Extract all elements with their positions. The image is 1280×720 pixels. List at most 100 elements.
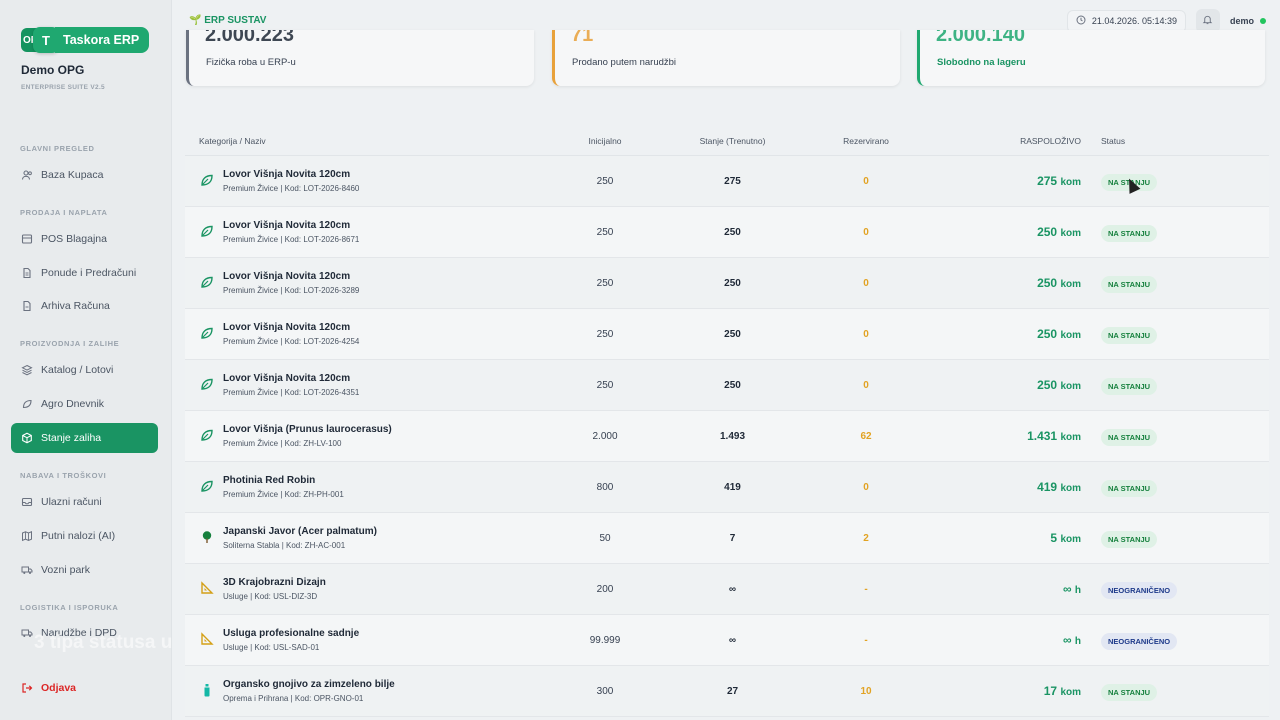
cell-reserved: - — [864, 583, 868, 595]
cell-name: Lovor Višnja Novita 120cm Premium Živice … — [185, 322, 540, 346]
cell-status: NA STANJU — [1085, 427, 1265, 446]
logout-button[interactable]: Odjava — [11, 673, 158, 703]
table-row[interactable]: Lovor Višnja Novita 120cm Premium Živice … — [185, 156, 1269, 207]
cell-status: NA STANJU — [1085, 325, 1265, 344]
header-stock[interactable]: Stanje (Trenutno) — [699, 135, 766, 146]
available-value: 5 — [1050, 531, 1058, 545]
available-unit: kom — [1060, 279, 1081, 290]
leaf-icon — [21, 398, 33, 410]
product-info: Lovor Višnja Novita 120cm Premium Živice … — [223, 169, 359, 193]
product-name[interactable]: Lovor Višnja Novita 120cm — [223, 322, 351, 333]
cell-available: 419 kom — [937, 480, 1085, 494]
sidebar-item-vozni-park[interactable]: Vozni park — [11, 555, 158, 585]
available-unit: h — [1074, 636, 1081, 647]
header-initial[interactable]: Inicijalno — [588, 135, 622, 146]
status-badge: NA STANJU — [1101, 326, 1158, 344]
cell-initial: 250 — [596, 226, 614, 238]
product-info: 3D Krajobrazni Dizajn Usluge | Kod: USL-D… — [223, 577, 326, 601]
brand[interactable]: OP T Taskora ERP — [21, 27, 150, 53]
sidebar-item-label: Katalog / Lotovi — [41, 364, 114, 376]
product-subtitle: Soliterna Stabla | Kod: ZH-AC-001 — [223, 541, 346, 550]
table-row[interactable]: Usluga profesionalne sadnje Usluge | Kod:… — [185, 615, 1269, 666]
available-unit: kom — [1060, 687, 1081, 698]
product-name[interactable]: Organsko gnojivo za zimzeleno bilje — [223, 679, 395, 690]
sidebar-item-label: Ulazni računi — [41, 496, 102, 508]
cell-name: Lovor Višnja (Prunus laurocerasus) Premiu… — [185, 424, 540, 448]
product-name[interactable]: Lovor Višnja Novita 120cm — [223, 220, 351, 231]
sidebar-item-label: Putni nalozi (AI) — [41, 530, 116, 542]
map-icon — [21, 530, 33, 542]
product-name[interactable]: Lovor Višnja Novita 120cm — [223, 373, 351, 384]
table-row[interactable]: Photinia Red Robin Premium Živice | Kod: … — [185, 462, 1269, 513]
cell-status: NA STANJU — [1085, 682, 1265, 701]
product-name[interactable]: Usluga profesionalne sadnje — [223, 628, 360, 639]
available-value: 250 — [1037, 378, 1058, 392]
ruler-icon — [199, 580, 215, 598]
cell-name: Lovor Višnja Novita 120cm Premium Živice … — [185, 169, 540, 193]
nav-section-label: PRODAJA I NAPLATA — [20, 208, 108, 217]
sidebar-item-katalog[interactable]: Katalog / Lotovi — [11, 355, 158, 385]
available-unit: kom — [1060, 534, 1081, 545]
header-reserved[interactable]: Rezervirano — [843, 135, 889, 146]
cell-status: NA STANJU — [1085, 223, 1265, 242]
sidebar-item-ulazni-racuni[interactable]: Ulazni računi — [11, 487, 158, 517]
table-header: Kategorija / Naziv Inicijalno Stanje (Tr… — [185, 126, 1269, 156]
table-row[interactable]: 3D Krajobrazni Dizajn Usluge | Kod: USL-D… — [185, 564, 1269, 615]
product-subtitle: Oprema i Prihrana | Kod: OPR-GNO-01 — [223, 694, 364, 703]
sidebar-item-agro-dnevnik[interactable]: Agro Dnevnik — [11, 389, 158, 419]
status-badge: NA STANJU — [1101, 275, 1158, 293]
available-unit: kom — [1060, 228, 1081, 239]
product-name[interactable]: Lovor Višnja Novita 120cm — [223, 169, 351, 180]
sidebar-item-baza-kupaca[interactable]: Baza Kupaca — [11, 160, 158, 190]
cell-stock: 250 — [724, 226, 741, 238]
table-row[interactable]: Organsko gnojivo za zimzeleno bilje Oprem… — [185, 666, 1269, 717]
cell-stock: 275 — [724, 175, 741, 187]
header-status[interactable]: Status — [1101, 135, 1126, 146]
product-name[interactable]: Japanski Javor (Acer palmatum) — [223, 526, 377, 537]
stat-card-sold: 71 Prodano putem narudžbi — [552, 30, 900, 86]
cell-initial: 250 — [596, 379, 614, 391]
cell-reserved: 0 — [863, 226, 869, 238]
stat-card-physical: 2.000.223 Fizička roba u ERP-u — [186, 30, 534, 86]
pos-icon — [21, 233, 33, 245]
header-available[interactable]: RASPOLOŽIVO — [1020, 135, 1081, 146]
product-subtitle: Premium Živice | Kod: LOT-2026-8460 — [223, 184, 360, 193]
cell-available: 250 kom — [937, 327, 1085, 341]
status-badge: NA STANJU — [1101, 224, 1158, 242]
header-name[interactable]: Kategorija / Naziv — [199, 135, 266, 146]
table-row[interactable]: Lovor Višnja Novita 120cm Premium Živice … — [185, 258, 1269, 309]
table-row[interactable]: Lovor Višnja (Prunus laurocerasus) Premiu… — [185, 411, 1269, 462]
leaf-icon — [199, 173, 215, 190]
cell-name: Photinia Red Robin Premium Živice | Kod: … — [185, 475, 540, 499]
sidebar-item-pos-blagajna[interactable]: POS Blagajna — [11, 224, 158, 254]
sidebar-item-stanje-zaliha[interactable]: Stanje zaliha — [11, 423, 158, 453]
product-name[interactable]: 3D Krajobrazni Dizajn — [223, 577, 326, 588]
sidebar-item-ponude[interactable]: Ponude i Predračuni — [11, 258, 158, 288]
cell-name: Organsko gnojivo za zimzeleno bilje Oprem… — [185, 679, 540, 703]
product-subtitle: Premium Živice | Kod: LOT-2026-4254 — [223, 337, 360, 346]
sidebar-item-arhiva[interactable]: Arhiva Računa — [11, 291, 158, 321]
product-name[interactable]: Photinia Red Robin — [223, 475, 316, 486]
product-name[interactable]: Lovor Višnja Novita 120cm — [223, 271, 351, 282]
table-row[interactable]: Lovor Višnja Novita 120cm Premium Živice … — [185, 207, 1269, 258]
product-info: Usluga profesionalne sadnje Usluge | Kod:… — [223, 628, 359, 652]
table-row[interactable]: Japanski Javor (Acer palmatum) Soliterna … — [185, 513, 1269, 564]
sidebar-item-narudzbe-dpd[interactable]: Narudžbe i DPD — [11, 618, 158, 648]
cell-initial: 800 — [596, 481, 614, 493]
cell-status: NEOGRANIČENO — [1085, 631, 1265, 650]
notifications-button[interactable] — [1195, 9, 1220, 33]
table-row[interactable]: Lovor Višnja Novita 120cm Premium Živice … — [185, 360, 1269, 411]
sidebar-item-putni-nalozi[interactable]: Putni nalozi (AI) — [11, 521, 158, 551]
overlay-caption: 3 tipa statusa u — [34, 632, 173, 653]
cell-available: 275 kom — [937, 174, 1085, 188]
online-status-dot — [1260, 18, 1266, 24]
product-info: Photinia Red Robin Premium Živice | Kod: … — [223, 475, 344, 499]
user-menu[interactable]: demo — [1230, 16, 1266, 26]
truck-icon — [21, 564, 33, 576]
table-row[interactable]: Lovor Višnja Novita 120cm Premium Živice … — [185, 309, 1269, 360]
status-badge: NA STANJU — [1101, 683, 1158, 701]
product-name[interactable]: Lovor Višnja (Prunus laurocerasus) — [223, 424, 392, 435]
layers-icon — [21, 364, 33, 376]
delivery-icon — [21, 627, 33, 639]
clock-icon — [1076, 15, 1086, 27]
